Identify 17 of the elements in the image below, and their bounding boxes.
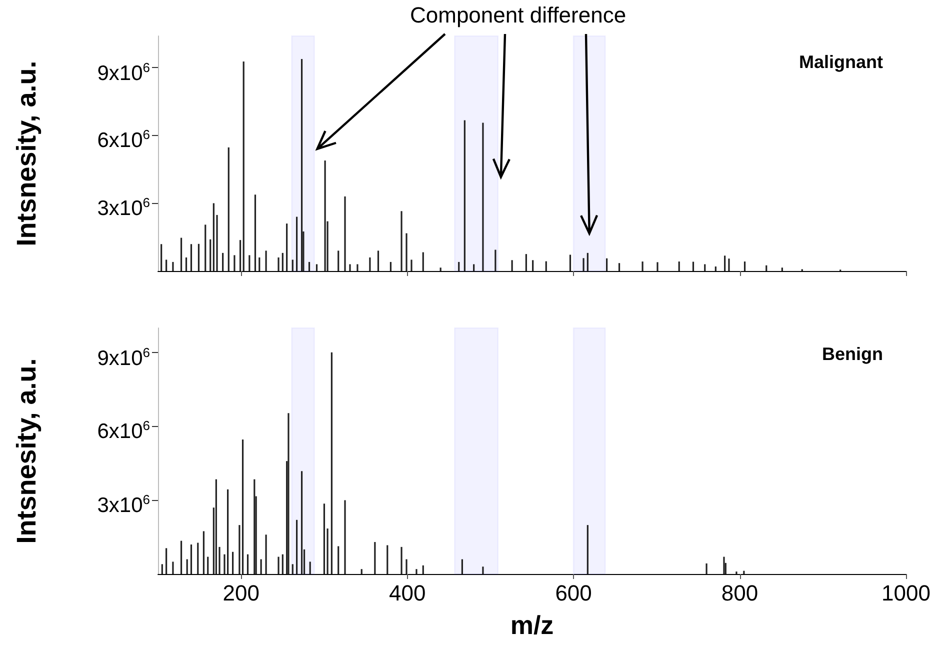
y-axis-title: Intsnesity, a.u. — [12, 60, 42, 246]
annotation: Component difference — [410, 2, 626, 28]
y-tick-label: 3x10$^{6}$ — [97, 194, 150, 222]
y-tick-label: 6x10$^{6}$ — [97, 126, 150, 154]
text: Benign — [822, 344, 884, 364]
y-tick-label: 3x10$^{6}$ — [97, 491, 150, 520]
y-axis-title: Intsnesity, a.u. — [12, 358, 42, 544]
x-tick-label: 200 — [222, 580, 260, 606]
x-axis-title: m/z — [510, 610, 554, 640]
y-tick-label: 9x10$^{6}$ — [97, 344, 150, 372]
y-tick-label: 6x10$^{6}$ — [97, 417, 150, 446]
y-tick-label: 9x10$^{6}$ — [97, 58, 150, 87]
x-tick-label: 400 — [388, 580, 426, 606]
x-tick-label: 800 — [721, 580, 758, 606]
x-tick-label: 600 — [555, 580, 592, 606]
x-tick-label: 1000 — [882, 580, 930, 606]
text: Malignant — [799, 52, 884, 72]
